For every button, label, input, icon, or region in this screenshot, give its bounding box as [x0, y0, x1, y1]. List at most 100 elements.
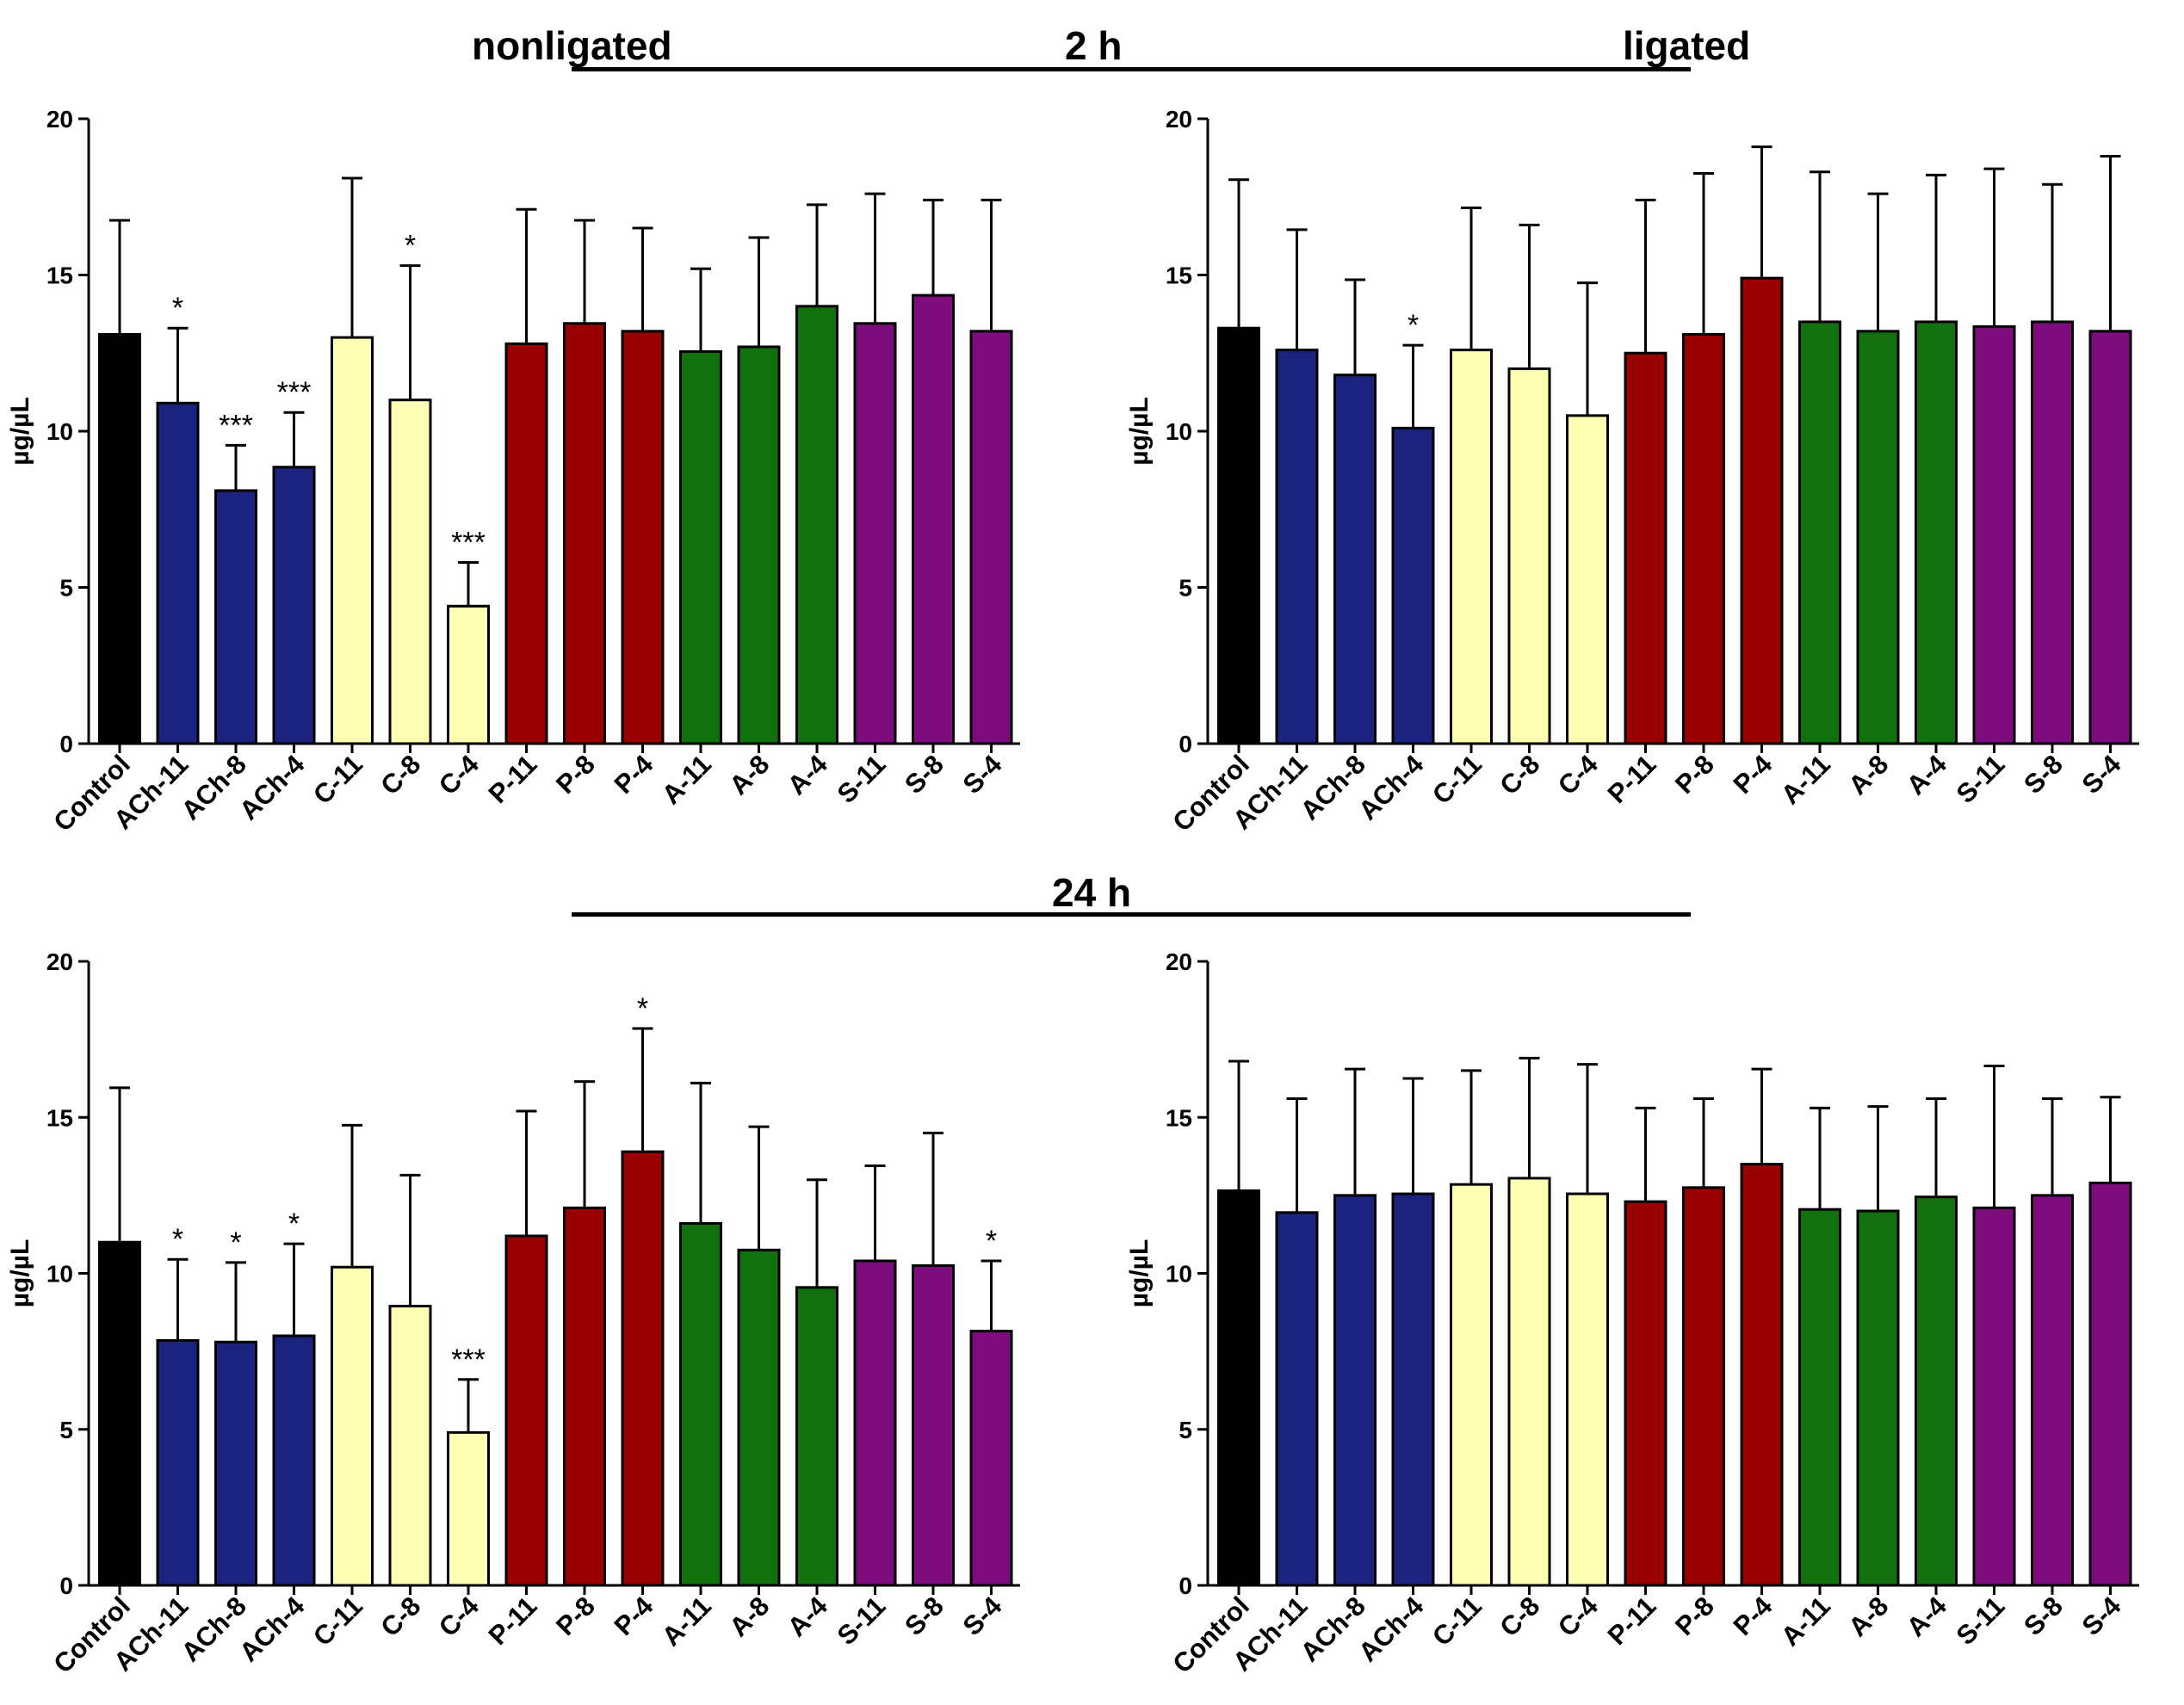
- y-tick-label: 20: [46, 948, 73, 975]
- y-tick-label: 5: [1179, 575, 1192, 602]
- bar-c-8: [388, 398, 432, 745]
- x-tick-label: C-4: [1552, 749, 1605, 801]
- significance-label: *: [172, 1223, 183, 1256]
- bar-p-8: [1682, 332, 1725, 745]
- bar-c-11: [1450, 349, 1493, 745]
- x-tick-label: S-4: [957, 1591, 1008, 1641]
- header-time-2h: 2 h: [1065, 23, 1123, 68]
- bar-ach-4: [272, 1334, 316, 1587]
- y-tick-label: 20: [1166, 106, 1192, 133]
- bar-a-11: [679, 349, 722, 745]
- header-rule-24h: [572, 912, 1691, 917]
- bar-p-4: [1740, 276, 1784, 745]
- x-tick-label: S-4: [957, 749, 1008, 800]
- x-tick-label: ACh-8: [1295, 1591, 1371, 1667]
- y-tick-label: 0: [1179, 731, 1192, 757]
- x-tick-label: S-8: [2018, 749, 2069, 800]
- x-tick-label: S-11: [1951, 749, 2011, 809]
- significance-label: ***: [451, 526, 486, 559]
- y-axis-label: µg/µL: [1125, 397, 1154, 466]
- x-tick-label: ACh-4: [1352, 1591, 1430, 1668]
- bar-p-11: [1624, 351, 1667, 745]
- x-tick-label: P-4: [1728, 1591, 1779, 1641]
- y-tick-label: 0: [59, 1572, 73, 1599]
- bar-control: [1217, 1189, 1260, 1587]
- bar-p-11: [504, 342, 548, 745]
- y-tick-label: 10: [46, 1261, 73, 1288]
- x-tick-label: S-8: [2018, 1591, 2069, 1641]
- x-tick-label: S-11: [1951, 1591, 2011, 1651]
- bar-p-11: [1624, 1200, 1667, 1587]
- bar-ach-4: [272, 466, 316, 745]
- chart-panel-ligated_24h: 05101520µg/µLControlACh-11ACh-8ACh-4C-11…: [1125, 948, 2139, 1679]
- significance-label: *: [172, 292, 183, 324]
- bar-s-11: [1972, 324, 2016, 745]
- bar-p-4: [621, 1150, 665, 1587]
- x-tick-label: ACh-8: [176, 1591, 252, 1667]
- x-tick-label: P-11: [483, 749, 543, 809]
- bar-a-4: [795, 305, 838, 745]
- bar-c-4: [447, 1430, 490, 1587]
- y-tick-label: 5: [59, 1417, 73, 1443]
- x-tick-label: A-4: [1901, 1591, 1953, 1643]
- chart-panel-nonligated_2h: 05101520µg/µLControlACh-11*ACh-8***ACh-4…: [6, 106, 1020, 837]
- x-tick-label: S-4: [2076, 1591, 2127, 1641]
- chart-panel-ligated_2h: 05101520µg/µLControlACh-11ACh-8ACh-4*C-1…: [1125, 106, 2139, 837]
- y-axis-label: µg/µL: [6, 1239, 34, 1308]
- bar-c-8: [1507, 1177, 1551, 1587]
- significance-label: ***: [277, 376, 312, 409]
- x-tick-label: P-11: [483, 1591, 543, 1651]
- x-tick-label: P-8: [550, 749, 601, 800]
- x-tick-label: C-4: [1552, 1591, 1605, 1643]
- bar-a-4: [1915, 320, 1958, 745]
- bar-s-4: [2088, 1181, 2132, 1587]
- bar-a-8: [737, 345, 781, 745]
- x-tick-label: P-4: [1728, 749, 1779, 800]
- x-tick-label: P-8: [550, 1591, 601, 1641]
- x-tick-label: C-11: [1426, 1591, 1488, 1652]
- bar-ach-8: [214, 489, 257, 745]
- x-tick-label: A-11: [1775, 1591, 1836, 1652]
- x-tick-label: A-8: [1842, 1591, 1894, 1642]
- y-tick-label: 5: [59, 575, 73, 602]
- bar-p-8: [563, 1206, 606, 1587]
- bar-s-8: [2031, 1194, 2074, 1587]
- x-tick-label: C-4: [433, 1591, 486, 1643]
- y-axis-label: µg/µL: [6, 397, 34, 466]
- x-tick-label: C-11: [307, 749, 368, 810]
- bar-a-11: [1798, 1208, 1841, 1587]
- y-tick-label: 5: [1179, 1417, 1192, 1443]
- bar-a-8: [737, 1248, 781, 1587]
- bar-a-4: [795, 1286, 838, 1587]
- x-tick-label: C-8: [374, 1591, 426, 1642]
- x-tick-label: P-8: [1669, 1591, 1720, 1641]
- x-tick-label: S-8: [899, 1591, 950, 1641]
- y-tick-label: 10: [1166, 1261, 1192, 1288]
- bar-s-8: [912, 1263, 955, 1587]
- y-tick-label: 15: [46, 263, 73, 289]
- bar-c-11: [331, 336, 374, 745]
- significance-label: *: [230, 1226, 241, 1259]
- significance-label: *: [405, 230, 416, 263]
- bar-ach-4: [1391, 426, 1435, 745]
- significance-label: ***: [219, 409, 253, 442]
- bar-ach-11: [1275, 1211, 1319, 1587]
- bar-a-8: [1856, 330, 1900, 745]
- x-tick-label: C-8: [1494, 1591, 1545, 1642]
- bar-s-4: [969, 1330, 1013, 1587]
- x-tick-label: P-4: [609, 1591, 659, 1641]
- significance-label: *: [288, 1208, 300, 1240]
- x-tick-label: A-8: [723, 1591, 775, 1642]
- bar-p-4: [621, 330, 665, 745]
- x-tick-label: A-4: [782, 749, 834, 801]
- x-tick-label: S-4: [2076, 749, 2127, 800]
- bar-ach-4: [1391, 1192, 1435, 1587]
- y-tick-label: 15: [1166, 263, 1192, 289]
- x-tick-label: C-8: [1494, 749, 1545, 800]
- bar-ach-8: [214, 1340, 257, 1587]
- y-tick-label: 0: [59, 731, 73, 757]
- bar-p-4: [1740, 1163, 1784, 1587]
- bar-ach-11: [156, 1338, 200, 1587]
- x-tick-label: A-4: [1901, 749, 1953, 801]
